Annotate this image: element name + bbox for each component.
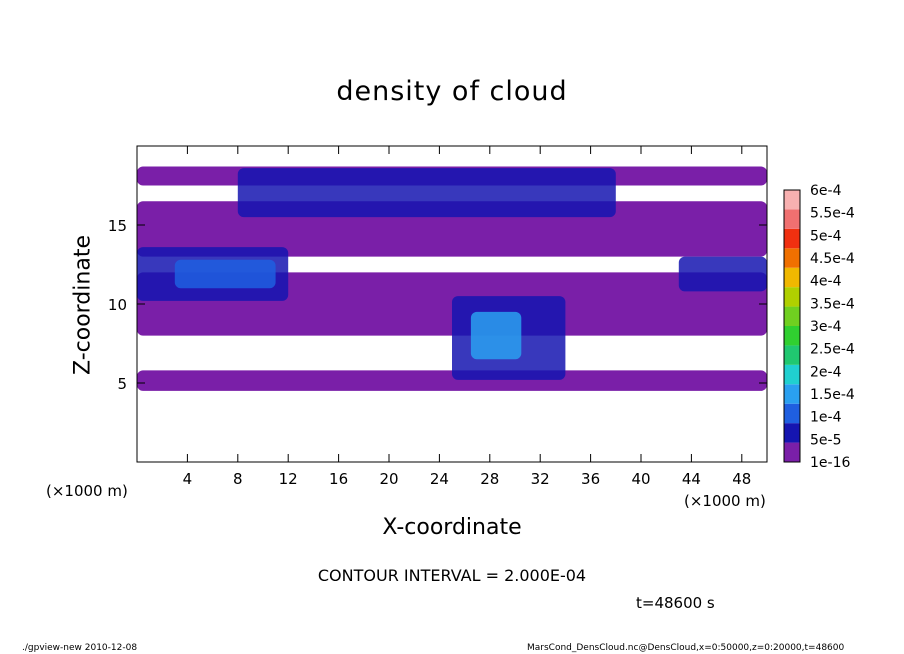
colorbar-label: 5.5e-4 — [810, 206, 855, 222]
heatmap-region — [237, 168, 616, 218]
time-stamp: t=48600 s — [636, 594, 715, 612]
heatmap-region — [137, 370, 767, 391]
colorbar-swatch — [784, 248, 800, 268]
y-tick-label: 10 — [108, 296, 127, 314]
x-tick-label: 32 — [531, 470, 550, 488]
y-tick-label: 15 — [108, 217, 127, 235]
heatmap-regions — [137, 166, 767, 391]
colorbar: 1e-16 5e-5 1e-4 1.5e-4 2e-4 2.5e-4 3e-4 3.5e-4 4… — [783, 183, 855, 471]
x-tick-label: 48 — [732, 470, 751, 488]
colorbar-swatch — [784, 326, 800, 346]
colorbar-swatch — [784, 209, 800, 229]
colorbar-label: 6e-4 — [810, 183, 842, 199]
colorbar-label: 1.5e-4 — [810, 387, 855, 403]
chart-title: density of cloud — [336, 76, 568, 107]
colorbar-label: 5e-4 — [810, 228, 842, 244]
x-tick-label: 28 — [480, 470, 499, 488]
x-tick-label: 36 — [581, 470, 600, 488]
colorbar-swatch — [784, 423, 800, 443]
heatmap-region — [174, 259, 276, 289]
colorbar-swatch — [784, 287, 800, 307]
heatmap-region — [678, 256, 767, 292]
colorbar-swatch — [784, 267, 800, 288]
colorbar-frame — [783, 189, 801, 463]
x-tick-label: 16 — [329, 470, 348, 488]
colorbar-label: 2e-4 — [810, 364, 842, 380]
footer-left-text: ./gpview-new 2010-12-08 — [22, 643, 138, 653]
colorbar-swatch — [784, 384, 800, 404]
colorbar-swatch — [784, 364, 800, 385]
colorbar-label: 5e-5 — [810, 432, 841, 448]
x-tick-label: 44 — [682, 470, 701, 488]
x-tick-label: 4 — [183, 470, 193, 488]
colorbar-swatch — [784, 345, 800, 365]
colorbar-label: 3e-4 — [810, 319, 842, 335]
x-unit-label-right: (×1000 m) — [684, 492, 766, 510]
colorbar-swatch — [784, 190, 800, 210]
x-tick-label: 40 — [631, 470, 650, 488]
x-tick-label: 12 — [279, 470, 298, 488]
contour-interval-text: CONTOUR INTERVAL = 2.000E-04 — [317, 566, 587, 585]
colorbar-swatch — [784, 228, 800, 249]
colorbar-swatch — [784, 442, 800, 462]
footer-right-text: MarsCond_DensCloud.nc@DensCloud,x=0:5000… — [527, 643, 845, 653]
colorbar-swatch — [784, 403, 800, 424]
y-axis-label: Z-coordinate — [70, 235, 96, 375]
colorbar-label: 4.5e-4 — [810, 251, 855, 267]
colorbar-label: 2.5e-4 — [810, 342, 855, 358]
x-axis-label: X-coordinate — [382, 515, 522, 540]
x-tick-label: 24 — [430, 470, 449, 488]
colorbar-label: 3.5e-4 — [810, 296, 855, 312]
colorbar-label: 4e-4 — [810, 274, 842, 290]
colorbar-label: 1e-16 — [810, 455, 850, 471]
x-tick-label: 20 — [379, 470, 398, 488]
colorbar-swatch — [784, 306, 800, 326]
x-unit-label-left: (×1000 m) — [46, 482, 128, 500]
x-tick-label: 8 — [233, 470, 243, 488]
colorbar-label: 1e-4 — [810, 410, 842, 426]
y-tick-label: 5 — [117, 375, 127, 393]
heatmap-region — [470, 311, 522, 360]
